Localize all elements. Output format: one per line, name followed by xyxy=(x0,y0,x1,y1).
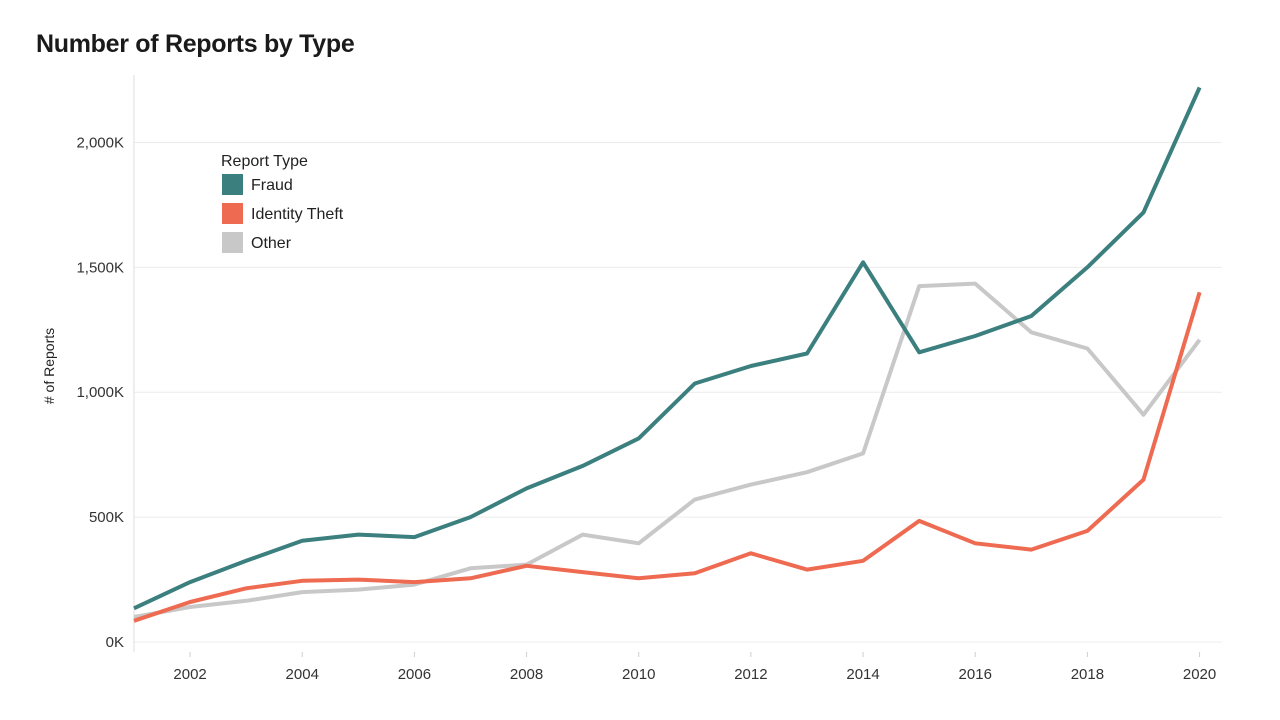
series-line-identity-theft xyxy=(133,291,1202,623)
legend-label: Fraud xyxy=(251,177,293,194)
x-tick-label: 2014 xyxy=(846,666,879,683)
series-line-other xyxy=(133,281,1202,619)
x-tick-label: 2018 xyxy=(1071,666,1104,683)
series-lines xyxy=(133,86,1202,623)
y-axis-ticks: 0K 500K 1,000K 1,500K 2,000K xyxy=(76,134,124,651)
y-tick-label: 0K xyxy=(106,634,124,651)
legend-label: Other xyxy=(251,235,292,252)
x-tick-label: 2008 xyxy=(510,666,543,683)
x-tick-label: 2002 xyxy=(173,666,206,683)
legend: Report Type Fraud Identity Theft Other xyxy=(221,153,344,253)
x-tick-label: 2004 xyxy=(286,666,319,683)
legend-swatch-other xyxy=(222,232,243,253)
y-tick-label: 1,000K xyxy=(76,384,124,401)
y-axis-title: # of Reports xyxy=(41,328,57,404)
y-tick-label: 2,000K xyxy=(76,134,124,151)
x-tick-label: 2020 xyxy=(1183,666,1216,683)
y-tick-label: 1,500K xyxy=(76,259,124,276)
series-line-fraud xyxy=(133,86,1202,611)
legend-swatch-fraud xyxy=(222,174,243,195)
gridlines xyxy=(134,141,1222,643)
x-tick-label: 2012 xyxy=(734,666,767,683)
x-axis-ticks: 2002 2004 2006 2008 2010 2012 2014 2016 2018 2020 xyxy=(173,652,1216,683)
x-tick-label: 2016 xyxy=(959,666,992,683)
x-tick-label: 2006 xyxy=(398,666,431,683)
y-tick-label: 500K xyxy=(89,509,124,526)
legend-label: Identity Theft xyxy=(251,206,344,223)
chart-title: Number of Reports by Type xyxy=(36,30,355,58)
legend-swatch-identity-theft xyxy=(222,203,243,224)
legend-title: Report Type xyxy=(221,153,308,170)
x-tick-label: 2010 xyxy=(622,666,655,683)
